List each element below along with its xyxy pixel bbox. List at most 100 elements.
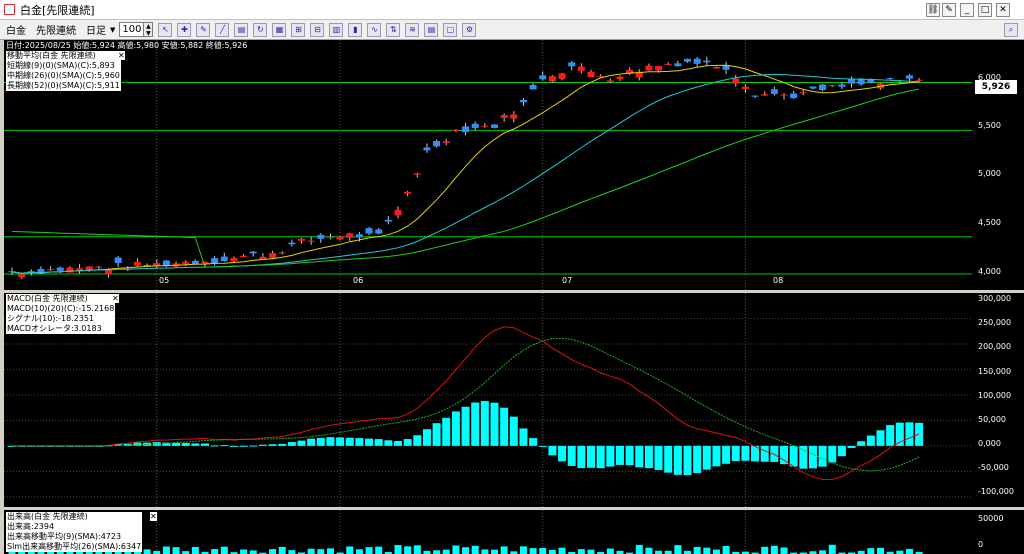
vol-ma9-legend: 出来高移動平均(9)(SMA):4723 — [6, 532, 143, 542]
volume-bar — [404, 546, 412, 554]
candle-icon[interactable]: ▮ — [348, 22, 363, 37]
link-icon[interactable]: ⛓ — [926, 3, 940, 17]
macd-osc-bar — [403, 439, 412, 446]
candle-body — [220, 256, 228, 262]
macd-osc-bar — [229, 445, 238, 447]
macd-tick: 250,000 — [978, 318, 1012, 327]
ma-legend-close-icon[interactable]: ✕ — [118, 51, 125, 60]
app-icon — [4, 4, 15, 15]
grid-icon[interactable]: ▦ — [272, 22, 287, 37]
setting-icon[interactable]: ⚙ — [462, 22, 477, 37]
candle-body — [481, 125, 489, 127]
volume-bar — [867, 548, 875, 554]
macd-osc-bar — [799, 445, 808, 469]
volume-bar — [915, 551, 923, 554]
zoom-icon[interactable]: ⊞ — [291, 22, 306, 37]
volume-bar — [201, 551, 209, 554]
macd-osc-bar — [432, 423, 441, 446]
candle-body — [191, 260, 199, 265]
volume-bar — [539, 548, 547, 554]
bar-count-spinner[interactable]: ▲ ▼ — [144, 22, 154, 37]
macd-osc-bar — [480, 400, 489, 446]
macd-osc-bar — [780, 445, 788, 465]
stock-icon[interactable]: ▤ — [234, 22, 249, 37]
volume-bar — [616, 550, 624, 554]
candle-body — [635, 71, 643, 78]
crosshair-icon[interactable]: ✚ — [177, 22, 192, 37]
period-dropdown-icon[interactable]: ▼ — [110, 25, 116, 34]
macd-osc-bar — [818, 445, 827, 467]
macd-osc-bar — [490, 402, 499, 446]
candle-body — [8, 271, 16, 273]
candle-body — [510, 114, 518, 119]
candle-body — [288, 242, 296, 245]
macd-osc-bar — [422, 429, 431, 446]
compare-icon[interactable]: ⇅ — [386, 22, 401, 37]
volume-bar — [491, 549, 498, 554]
pen-icon[interactable]: ✎ — [196, 22, 211, 37]
candle-body — [442, 141, 450, 143]
candle-body — [761, 94, 769, 96]
candle-body — [462, 126, 470, 133]
volume-bar — [693, 546, 701, 554]
cursor-icon[interactable]: ↖ — [158, 22, 173, 37]
volume-legend: 出来高(白金 先限連続) 出来高:2394 出来高移動平均(9)(SMA):47… — [6, 512, 143, 552]
candle-body — [741, 86, 749, 89]
contract-selector[interactable]: 先限連続 — [36, 26, 76, 37]
minimize-button[interactable]: _ — [960, 3, 974, 17]
candle-body — [770, 89, 778, 94]
volume-bar — [529, 548, 537, 554]
volume-bar — [76, 550, 84, 554]
table-icon[interactable]: ▤ — [424, 22, 439, 37]
trendline-icon[interactable]: ╱ — [215, 22, 230, 37]
candle-body — [162, 260, 170, 267]
candle-body — [153, 263, 161, 266]
bar-icon[interactable]: ▥ — [329, 22, 344, 37]
macd-osc-bar — [596, 445, 605, 469]
pin-icon[interactable]: ✎ — [942, 3, 956, 17]
window-icon[interactable]: ▢ — [443, 22, 458, 37]
volume-bar — [481, 549, 489, 554]
indicator-icon[interactable]: ≋ — [405, 22, 420, 37]
line-icon[interactable]: ∿ — [367, 22, 382, 37]
candle-body — [751, 95, 759, 97]
period-selector[interactable]: 日足 — [86, 26, 106, 37]
volume-bar — [732, 551, 740, 554]
macd-osc-bar — [287, 442, 296, 446]
fit-icon[interactable]: ⊟ — [310, 22, 325, 37]
volume-bar — [848, 552, 856, 554]
close-button[interactable]: ✕ — [996, 3, 1010, 17]
candle-body — [577, 66, 585, 71]
ma-long-legend: 長期線(52)(0)(SMA)(C):5,911 — [6, 81, 121, 91]
candle-body — [384, 220, 392, 222]
volume-bar — [809, 551, 817, 554]
macd-tick: -50,000 — [978, 463, 1009, 472]
search-icon[interactable]: ⌕ — [1004, 22, 1018, 37]
last-price-box: 5,926 — [975, 80, 1017, 94]
volume-bar — [240, 549, 248, 554]
volume-bar — [230, 552, 238, 554]
macd-osc-bar — [442, 417, 451, 446]
refresh-icon[interactable]: ↻ — [253, 22, 268, 37]
volume-bar — [828, 544, 836, 554]
chart-area[interactable] — [0, 40, 1024, 554]
maximize-button[interactable]: □ — [978, 3, 992, 17]
bar-count-input[interactable]: 100 — [119, 22, 145, 37]
volume-legend-close-icon[interactable]: ✕ — [150, 512, 157, 521]
volume-bar — [587, 549, 595, 554]
candle-body — [317, 234, 325, 239]
volume-axis-bg — [972, 510, 1024, 554]
volume-bar — [905, 548, 913, 554]
candle-body — [201, 261, 209, 264]
macd-tick: 0,000 — [978, 439, 1001, 448]
item-selector[interactable]: 白金 — [6, 26, 26, 37]
volume-bar — [462, 547, 470, 554]
volume-bar — [336, 552, 344, 554]
volume-bar — [626, 552, 634, 554]
macd-osc-bar — [114, 444, 123, 446]
volume-bar — [191, 546, 199, 554]
macd-legend-close-icon[interactable]: ✕ — [112, 294, 119, 303]
candle-body — [857, 78, 865, 85]
volume-bar — [394, 545, 402, 554]
macd-osc-bar — [384, 440, 393, 446]
